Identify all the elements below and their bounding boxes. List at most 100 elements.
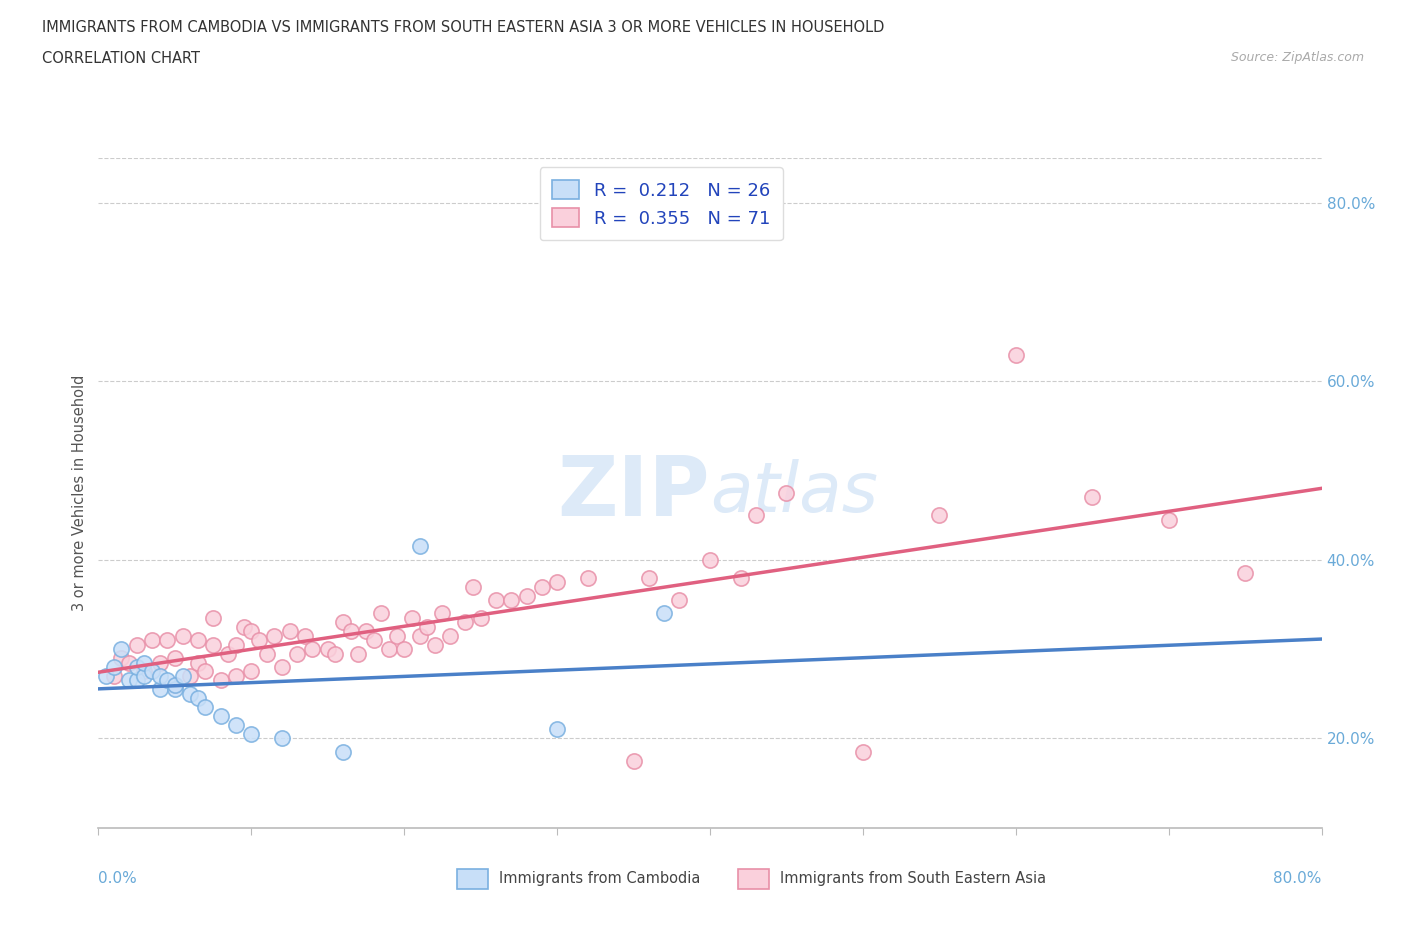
Text: CORRELATION CHART: CORRELATION CHART xyxy=(42,51,200,66)
Point xyxy=(1157,512,1180,527)
Point xyxy=(378,642,401,657)
Point xyxy=(623,753,645,768)
Point xyxy=(332,615,354,630)
Point xyxy=(134,655,156,670)
Point xyxy=(209,673,232,688)
Text: Source: ZipAtlas.com: Source: ZipAtlas.com xyxy=(1230,51,1364,64)
Point xyxy=(370,606,392,621)
Point xyxy=(408,629,430,644)
Point xyxy=(240,664,263,679)
Point xyxy=(240,624,263,639)
Point xyxy=(118,673,141,688)
Point xyxy=(730,570,752,585)
Point xyxy=(301,642,323,657)
Point xyxy=(699,552,721,567)
Point xyxy=(285,646,308,661)
Text: IMMIGRANTS FROM CAMBODIA VS IMMIGRANTS FROM SOUTH EASTERN ASIA 3 OR MORE VEHICLE: IMMIGRANTS FROM CAMBODIA VS IMMIGRANTS F… xyxy=(42,20,884,35)
Point xyxy=(247,632,270,647)
Point xyxy=(401,610,423,625)
Point xyxy=(125,673,148,688)
Point xyxy=(432,606,454,621)
Point xyxy=(103,659,125,674)
Point xyxy=(134,669,156,684)
Point xyxy=(172,669,194,684)
Point xyxy=(118,655,141,670)
Point xyxy=(928,508,950,523)
Point xyxy=(485,592,508,607)
Y-axis label: 3 or more Vehicles in Household: 3 or more Vehicles in Household xyxy=(72,375,87,611)
Point xyxy=(416,619,439,634)
Text: ZIP: ZIP xyxy=(558,452,710,534)
Point xyxy=(149,682,172,697)
Point xyxy=(209,709,232,724)
Point xyxy=(339,624,361,639)
Text: 0.0%: 0.0% xyxy=(98,871,138,886)
Point xyxy=(187,655,209,670)
Point xyxy=(125,659,148,674)
Point xyxy=(470,610,492,625)
Point xyxy=(363,632,385,647)
Point xyxy=(125,637,148,652)
Text: Immigrants from Cambodia: Immigrants from Cambodia xyxy=(499,871,700,886)
Point xyxy=(202,610,225,625)
Point xyxy=(134,664,156,679)
Point xyxy=(516,588,538,603)
Point xyxy=(263,629,285,644)
Point xyxy=(1234,565,1257,580)
Point xyxy=(385,629,408,644)
Point xyxy=(294,629,316,644)
Point xyxy=(278,624,301,639)
Point xyxy=(103,669,125,684)
Point xyxy=(225,637,247,652)
Point xyxy=(392,642,416,657)
Point xyxy=(232,619,254,634)
Text: atlas: atlas xyxy=(710,459,877,526)
Point xyxy=(225,669,247,684)
Point xyxy=(94,669,117,684)
Legend: R =  0.212   N = 26, R =  0.355   N = 71: R = 0.212 N = 26, R = 0.355 N = 71 xyxy=(540,167,783,240)
Point xyxy=(461,579,484,594)
Point xyxy=(775,485,797,500)
Point xyxy=(332,744,354,759)
Point xyxy=(163,677,186,692)
Point xyxy=(652,606,675,621)
Point xyxy=(1004,347,1026,362)
Point xyxy=(141,664,163,679)
Point xyxy=(172,629,194,644)
Point xyxy=(325,646,347,661)
Point xyxy=(163,651,186,666)
Point xyxy=(745,508,768,523)
Point xyxy=(179,669,201,684)
Point xyxy=(439,629,461,644)
Point xyxy=(225,718,247,733)
Point xyxy=(163,677,186,692)
Point xyxy=(256,646,278,661)
Point xyxy=(187,691,209,706)
Point xyxy=(110,651,132,666)
Point xyxy=(194,699,217,714)
Point xyxy=(576,570,599,585)
Point xyxy=(637,570,661,585)
Point xyxy=(187,632,209,647)
Point xyxy=(1081,490,1104,505)
Point xyxy=(156,673,179,688)
Point xyxy=(217,646,239,661)
Point xyxy=(240,726,263,741)
Point xyxy=(546,722,568,737)
Point xyxy=(408,539,430,554)
Point xyxy=(454,615,477,630)
Text: 80.0%: 80.0% xyxy=(1274,871,1322,886)
Point xyxy=(347,646,370,661)
Point xyxy=(270,659,292,674)
Point xyxy=(179,686,201,701)
Point xyxy=(163,682,186,697)
Point xyxy=(423,637,446,652)
Text: Immigrants from South Eastern Asia: Immigrants from South Eastern Asia xyxy=(780,871,1046,886)
Point xyxy=(141,632,163,647)
Point xyxy=(149,669,172,684)
Point xyxy=(156,632,179,647)
Point xyxy=(546,575,568,590)
Point xyxy=(194,664,217,679)
Point xyxy=(149,655,172,670)
Point xyxy=(316,642,339,657)
